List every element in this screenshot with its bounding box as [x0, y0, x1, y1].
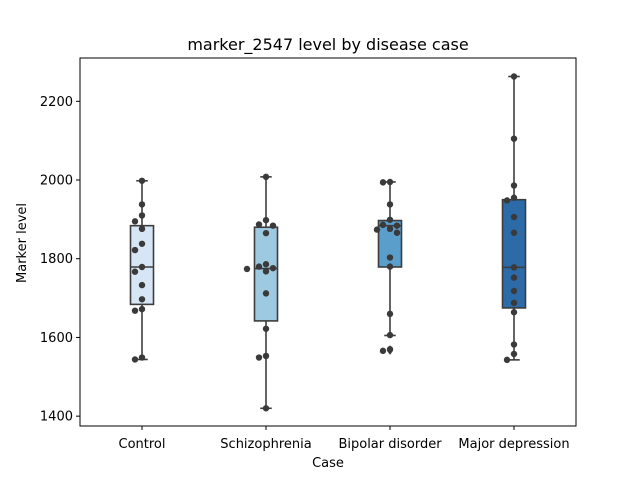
- data-point: [131, 218, 139, 225]
- points-4: [503, 73, 518, 364]
- data-point: [131, 307, 139, 314]
- data-point: [262, 229, 270, 237]
- points-1: [131, 177, 146, 363]
- data-point: [262, 352, 270, 360]
- x-tick-label: Schizophrenia: [220, 437, 311, 452]
- chart-title: marker_2547 level by disease case: [187, 35, 468, 55]
- data-point: [269, 222, 277, 229]
- data-point: [510, 213, 518, 221]
- data-point: [262, 268, 270, 275]
- x-axis-label: Case: [312, 456, 344, 471]
- data-point: [269, 264, 277, 272]
- data-point: [138, 281, 146, 289]
- data-point: [379, 221, 387, 229]
- data-point: [138, 212, 146, 219]
- data-point: [262, 405, 270, 412]
- x-tick-label: Control: [119, 437, 166, 452]
- data-point: [379, 179, 387, 186]
- axes-frame: [79, 57, 577, 427]
- data-point: [138, 296, 146, 303]
- x-tick-label: Bipolar disorder: [338, 437, 442, 452]
- data-point: [510, 73, 518, 80]
- y-tick-label: 1400: [40, 410, 73, 425]
- data-point: [510, 341, 518, 348]
- data-point: [138, 177, 146, 184]
- data-point: [510, 274, 518, 281]
- data-point: [138, 354, 146, 361]
- data-point: [386, 254, 394, 261]
- data-point: [131, 356, 139, 363]
- data-point: [393, 229, 401, 236]
- data-point: [510, 299, 518, 307]
- points-2: [243, 173, 277, 412]
- data-point: [393, 222, 401, 229]
- data-point: [510, 229, 518, 236]
- y-tick-label: 1600: [40, 331, 73, 346]
- data-point: [386, 216, 394, 223]
- data-point: [386, 310, 394, 318]
- data-point: [386, 201, 394, 208]
- y-tick-label: 1800: [40, 252, 73, 267]
- data-point: [243, 265, 251, 273]
- data-point: [262, 290, 270, 297]
- data-point: [138, 263, 146, 271]
- data-point: [131, 268, 139, 275]
- data-point: [255, 354, 263, 361]
- data-point: [510, 264, 518, 271]
- data-point: [262, 216, 270, 224]
- data-point: [379, 347, 387, 355]
- data-point: [386, 263, 394, 270]
- data-point: [386, 331, 394, 339]
- data-point: [510, 287, 518, 295]
- data-point: [138, 305, 146, 313]
- data-point: [503, 197, 511, 204]
- data-point: [510, 182, 518, 189]
- data-point: [262, 325, 270, 332]
- data-point: [138, 240, 146, 247]
- data-point: [255, 263, 263, 270]
- data-point: [262, 261, 270, 268]
- data-point: [510, 135, 518, 142]
- data-point: [138, 201, 146, 208]
- data-point: [373, 226, 381, 233]
- data-point: [138, 225, 146, 233]
- points-3: [373, 178, 401, 355]
- data-point: [386, 178, 394, 186]
- y-tick-label: 2000: [40, 174, 73, 189]
- data-point: [262, 173, 270, 181]
- data-point: [510, 194, 518, 201]
- data-point: [386, 225, 394, 233]
- data-point: [510, 309, 518, 316]
- y-tick-label: 2200: [40, 95, 73, 110]
- data-point: [510, 350, 518, 358]
- data-point: [131, 246, 139, 254]
- plot-area: 1400 1600 1800 2000 2200 Control Schizophrenia…: [40, 57, 577, 452]
- data-point: [386, 346, 394, 353]
- y-axis-label: Marker level: [15, 203, 30, 283]
- data-point: [503, 356, 511, 364]
- data-point: [255, 221, 263, 228]
- x-tick-label: Major depression: [458, 437, 569, 452]
